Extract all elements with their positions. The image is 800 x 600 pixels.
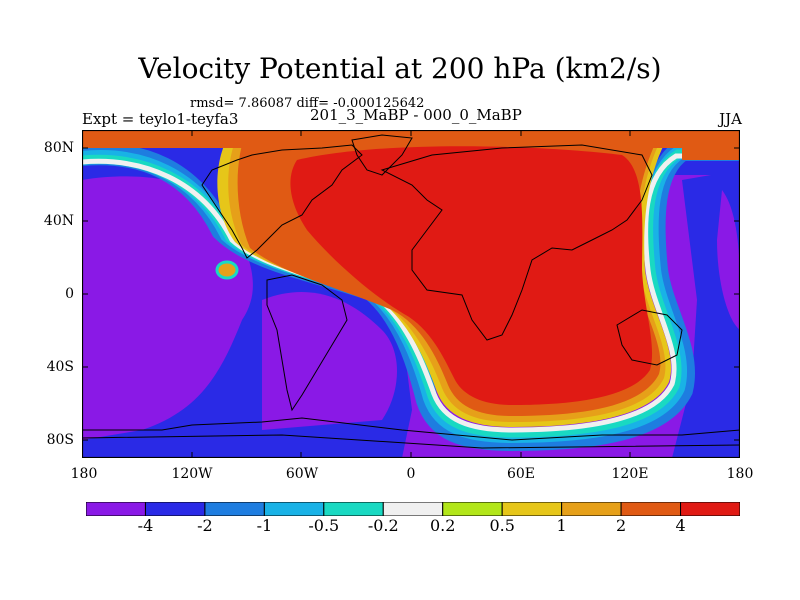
colorbar-label: -1 — [256, 516, 273, 535]
colorbar-label: -4 — [137, 516, 154, 535]
lon-label-180e: 180 — [726, 466, 754, 482]
field-band-pos4 — [290, 146, 653, 405]
colorbar-swatch — [680, 502, 740, 516]
season-label: JJA — [719, 110, 742, 128]
colorbar-swatch — [204, 502, 265, 516]
lat-label-40s: 40S — [46, 359, 74, 375]
colorbar-swatch — [620, 502, 682, 516]
lat-label-40n: 40N — [43, 213, 74, 229]
colorbar-swatch — [501, 502, 563, 516]
field-blob-small — [215, 260, 239, 280]
colorbar-swatch — [86, 502, 146, 516]
lon-label-60e: 60E — [506, 466, 536, 482]
colorbar-label: 1 — [556, 516, 567, 535]
lat-label-80n: 80N — [43, 140, 74, 156]
plot-title: Velocity Potential at 200 hPa (km2/s) — [138, 52, 662, 85]
colorbar-swatch — [263, 502, 325, 516]
lat-label-0: 0 — [65, 286, 74, 302]
experiment-label: Expt = teylo1-teyfa3 — [82, 110, 239, 128]
coastlines — [82, 134, 740, 449]
colorbar-label: 0.2 — [429, 516, 456, 535]
lon-label-60w: 60W — [285, 466, 319, 482]
lon-label-180w: 180 — [70, 466, 98, 482]
colorbar — [86, 502, 740, 516]
colorbar-swatch — [323, 502, 384, 516]
axis-ticks — [82, 130, 740, 458]
lon-label-0: 0 — [406, 466, 416, 482]
colorbar-swatch — [144, 502, 206, 516]
rmsd-diff-stats: rmsd= 7.86087 diff= -0.000125642 — [190, 96, 425, 111]
lon-label-120w: 120W — [171, 466, 213, 482]
colorbar-label: 2 — [615, 516, 627, 535]
colorbar-label: -0.2 — [367, 516, 399, 535]
colorbar-swatch — [442, 502, 503, 516]
lon-label-120e: 120E — [611, 466, 649, 482]
colorbar-label: -0.5 — [308, 516, 340, 535]
experiment-name: 201_3_MaBP - 000_0_MaBP — [310, 106, 522, 124]
lat-label-80s: 80S — [46, 432, 74, 448]
colorbar-swatch — [382, 502, 444, 516]
colorbar-swatch — [561, 502, 622, 516]
colorbar-label: 4 — [675, 516, 686, 535]
velocity-potential-map — [82, 130, 740, 458]
colorbar-label: 0.5 — [489, 516, 515, 535]
field-band-zero — [82, 153, 740, 433]
colorbar-label: -2 — [197, 516, 213, 535]
